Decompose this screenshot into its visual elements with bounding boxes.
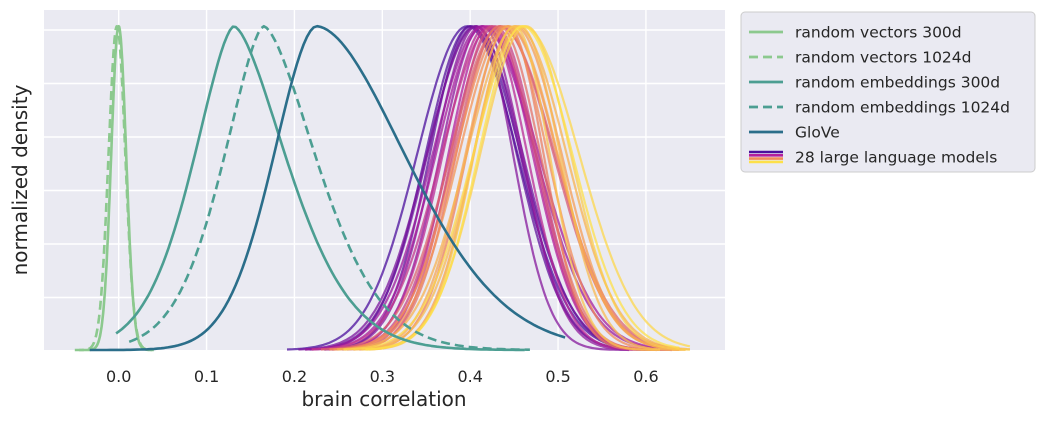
- x-tick-label: 0.0: [106, 367, 131, 386]
- density-curve: [89, 24, 566, 352]
- x-tick-label: 0.1: [194, 367, 219, 386]
- density-curve: [115, 25, 525, 352]
- legend: random vectors 300d random vectors 1024d r…: [740, 11, 1036, 173]
- legend-label: 28 large language models: [795, 149, 997, 167]
- density-curves: [74, 24, 691, 352]
- x-tick-label: 0.3: [370, 367, 395, 386]
- y-axis-title: normalized density: [8, 84, 32, 275]
- x-tick-label: 0.5: [545, 367, 570, 386]
- legend-label: random embeddings 1024d: [795, 99, 1010, 117]
- legend-label: random vectors 1024d: [795, 49, 972, 67]
- legend-label: random embeddings 300d: [795, 74, 1000, 92]
- x-tick-label: 0.2: [282, 367, 307, 386]
- density-curve: [128, 24, 530, 351]
- llm-density-curve: [324, 25, 630, 352]
- legend-label: random vectors 300d: [795, 24, 962, 42]
- llm-density-curve: [353, 25, 665, 351]
- x-axis-ticks: 0.0 0.1 0.2 0.3 0.4 0.5 0.6: [106, 367, 659, 386]
- x-tick-label: 0.4: [457, 367, 482, 386]
- x-axis-title: brain correlation: [301, 387, 466, 411]
- legend-box: [740, 11, 1036, 173]
- legend-label: GloVe: [795, 124, 840, 142]
- density-curve: [74, 25, 153, 352]
- x-tick-label: 0.6: [633, 367, 658, 386]
